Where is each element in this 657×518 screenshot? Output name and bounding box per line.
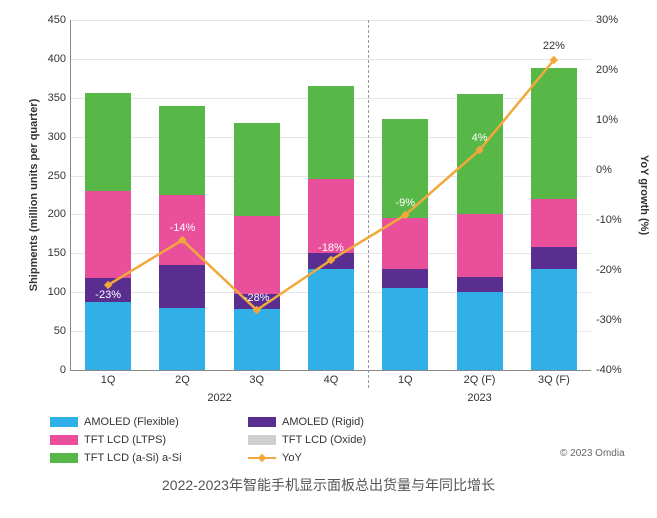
legend-item-yoy: YoY [248, 452, 434, 464]
y-left-tick-label: 400 [36, 53, 71, 65]
caption: 2022-2023年智能手机显示面板总出货量与年同比增长 [0, 475, 657, 495]
y-right-tick-label: 20% [591, 64, 636, 76]
y-right-tick-label: -20% [591, 264, 636, 276]
x-category-label: 2Q [175, 370, 190, 386]
bar-group [531, 20, 577, 370]
bar-segment-tft_lcd_asi [531, 68, 577, 199]
bar-group [159, 20, 205, 370]
bar-group [85, 20, 131, 370]
yoy-data-label: -9% [396, 197, 416, 209]
bar-segment-amoled_flexible [457, 292, 503, 370]
legend-item-tft_lcd_ltps: TFT LCD (LTPS) [50, 434, 236, 446]
y-left-tick-label: 450 [36, 14, 71, 26]
legend-item-tft_lcd_asi: TFT LCD (a-Si) a-Si [50, 452, 236, 464]
bar-segment-tft_lcd_asi [308, 86, 354, 179]
bar-segment-tft_lcd_asi [457, 94, 503, 215]
legend-item-amoled_rigid: AMOLED (Rigid) [248, 416, 434, 428]
yoy-data-label: -28% [244, 292, 270, 304]
yoy-data-label: 22% [543, 40, 565, 52]
y-right-tick-label: 30% [591, 14, 636, 26]
bar-segment-tft_lcd_ltps [85, 191, 131, 278]
legend-item-amoled_flexible: AMOLED (Flexible) [50, 416, 236, 428]
x-year-label: 2023 [467, 392, 491, 404]
y-left-axis-title: Shipments (million units per quarter) [28, 99, 40, 292]
bar-group [457, 20, 503, 370]
legend-swatch [50, 435, 78, 445]
bar-group [234, 20, 280, 370]
bar-segment-tft_lcd_asi [234, 123, 280, 216]
legend-label: YoY [282, 452, 302, 464]
bar-segment-amoled_flexible [308, 269, 354, 370]
x-category-label: 3Q (F) [538, 370, 570, 386]
legend-label: AMOLED (Flexible) [84, 416, 179, 428]
x-year-label: 2022 [207, 392, 231, 404]
bar-segment-amoled_rigid [382, 269, 428, 288]
chart-container: 0 50 100 150 200 250 300 350 400 450 -40% -30% -20% -… [0, 0, 657, 518]
legend-label: TFT LCD (a-Si) a-Si [84, 452, 182, 464]
bar-group [382, 20, 428, 370]
legend-label: TFT LCD (LTPS) [84, 434, 166, 446]
legend: AMOLED (Flexible) AMOLED (Rigid) TFT LCD (… [50, 416, 610, 470]
bar-segment-amoled_rigid [531, 247, 577, 269]
year-separator [368, 20, 369, 388]
x-category-label: 1Q [101, 370, 116, 386]
y-left-tick-label: 250 [36, 170, 71, 182]
legend-swatch [248, 435, 276, 445]
bar-segment-amoled_flexible [531, 269, 577, 370]
bar-segment-tft_lcd_ltps [382, 218, 428, 269]
bar-segment-amoled_flexible [382, 288, 428, 370]
x-category-label: 1Q [398, 370, 413, 386]
y-left-tick-label: 50 [36, 325, 71, 337]
x-category-label: 2Q (F) [464, 370, 496, 386]
bar-segment-tft_lcd_ltps [234, 216, 280, 294]
y-left-tick-label: 350 [36, 92, 71, 104]
legend-swatch [248, 417, 276, 427]
bar-segment-tft_lcd_ltps [531, 199, 577, 247]
y-right-axis-title: YoY growth (%) [638, 155, 650, 235]
bar-segment-tft_lcd_asi [85, 93, 131, 191]
bar-segment-amoled_flexible [234, 309, 280, 370]
legend-label: TFT LCD (Oxide) [282, 434, 366, 446]
y-left-tick-label: 150 [36, 247, 71, 259]
y-right-tick-label: -10% [591, 214, 636, 226]
legend-item-tft_lcd_oxide: TFT LCD (Oxide) [248, 434, 434, 446]
bar-segment-tft_lcd_asi [159, 106, 205, 195]
legend-line-swatch [248, 453, 276, 463]
bar-group [308, 20, 354, 370]
legend-swatch [50, 453, 78, 463]
plot-area: 050100150200250300350400450-40%-30%-20%-… [70, 20, 591, 371]
legend-label: AMOLED (Rigid) [282, 416, 364, 428]
x-category-label: 4Q [324, 370, 339, 386]
bar-segment-amoled_rigid [308, 253, 354, 269]
yoy-data-label: -23% [95, 289, 121, 301]
bar-segment-amoled_flexible [85, 302, 131, 370]
y-right-tick-label: 10% [591, 114, 636, 126]
y-left-tick-label: 200 [36, 208, 71, 220]
yoy-data-label: 4% [472, 132, 488, 144]
x-category-label: 3Q [249, 370, 264, 386]
y-right-tick-label: -30% [591, 314, 636, 326]
copyright: © 2023 Omdia [560, 448, 625, 459]
yoy-data-label: -14% [170, 222, 196, 234]
bar-segment-amoled_rigid [457, 277, 503, 293]
legend-swatch [50, 417, 78, 427]
y-left-tick-label: 100 [36, 286, 71, 298]
y-left-tick-label: 0 [36, 364, 71, 376]
yoy-data-label: -18% [318, 242, 344, 254]
bar-segment-amoled_flexible [159, 308, 205, 370]
bar-segment-tft_lcd_ltps [457, 214, 503, 276]
y-right-tick-label: -40% [591, 364, 636, 376]
y-left-tick-label: 300 [36, 131, 71, 143]
y-right-tick-label: 0% [591, 164, 636, 176]
bar-segment-amoled_rigid [159, 265, 205, 308]
